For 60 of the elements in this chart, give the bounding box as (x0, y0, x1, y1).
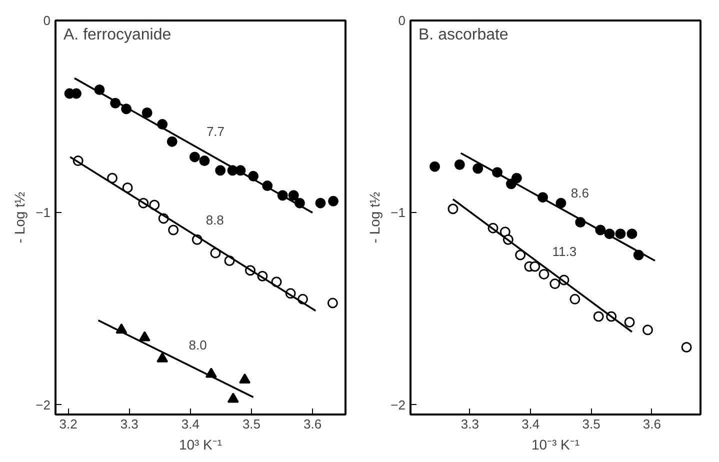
point (71, 88, 82, 99)
point (538, 268, 550, 280)
x-tick-label: 3.3 (120, 416, 138, 432)
point (448, 204, 458, 214)
point (615, 228, 626, 240)
y-tick-label: −2 (36, 397, 51, 412)
annotation: 8.0 (188, 337, 207, 352)
point (626, 228, 638, 240)
x-tick-label: 3.6 (642, 416, 662, 432)
annotation: 8.6 (570, 185, 589, 200)
y-tick-label: −2 (390, 397, 406, 412)
y-tick-label: 0 (398, 13, 406, 28)
point (168, 224, 179, 236)
point (570, 294, 580, 304)
x-tick-label: 3.2 (59, 416, 78, 432)
chart-title: B. ascorbate (418, 26, 508, 44)
x-tick-label: 3.4 (522, 416, 540, 432)
point (199, 156, 210, 166)
point (328, 196, 339, 206)
point (681, 342, 692, 352)
x-tick-label: 3.5 (582, 416, 600, 432)
point (107, 172, 118, 184)
point (550, 278, 560, 290)
point (327, 298, 338, 308)
annotation: 8.8 (206, 212, 224, 228)
y-axis-title: - Log t½ (366, 191, 383, 244)
point (215, 165, 226, 176)
point (530, 261, 540, 272)
x-tick-label: 3.3 (460, 416, 479, 432)
point (156, 352, 168, 362)
point (189, 152, 200, 162)
y-tick-label: −1 (36, 205, 51, 220)
point (166, 136, 178, 147)
point (624, 317, 635, 328)
point (227, 392, 239, 403)
point (511, 172, 522, 184)
point (472, 163, 484, 174)
point (122, 182, 133, 193)
point (642, 324, 653, 336)
x-tick-label: 3.4 (181, 416, 200, 432)
point (315, 198, 326, 208)
point (142, 108, 152, 118)
x-axis-title: 10³ K⁻¹ (178, 436, 222, 452)
point (239, 373, 251, 384)
point (556, 198, 566, 208)
point (593, 311, 604, 322)
point (515, 250, 526, 260)
point (430, 161, 440, 172)
y-tick-label: −1 (390, 205, 406, 220)
x-axis-title: 10⁻³ K⁻¹ (531, 436, 580, 452)
chart-title: A. ferrocyanide (64, 26, 172, 44)
point (454, 159, 465, 170)
x-tick-label: 3.6 (303, 416, 322, 432)
annotation: 7.7 (206, 124, 225, 139)
x-tick-label: 3.5 (242, 416, 261, 432)
y-axis-title: - Log t½ (12, 191, 28, 244)
point (138, 331, 150, 342)
annotation: 11.3 (552, 244, 577, 260)
y-tick-label: 0 (43, 13, 51, 28)
point (288, 190, 299, 201)
